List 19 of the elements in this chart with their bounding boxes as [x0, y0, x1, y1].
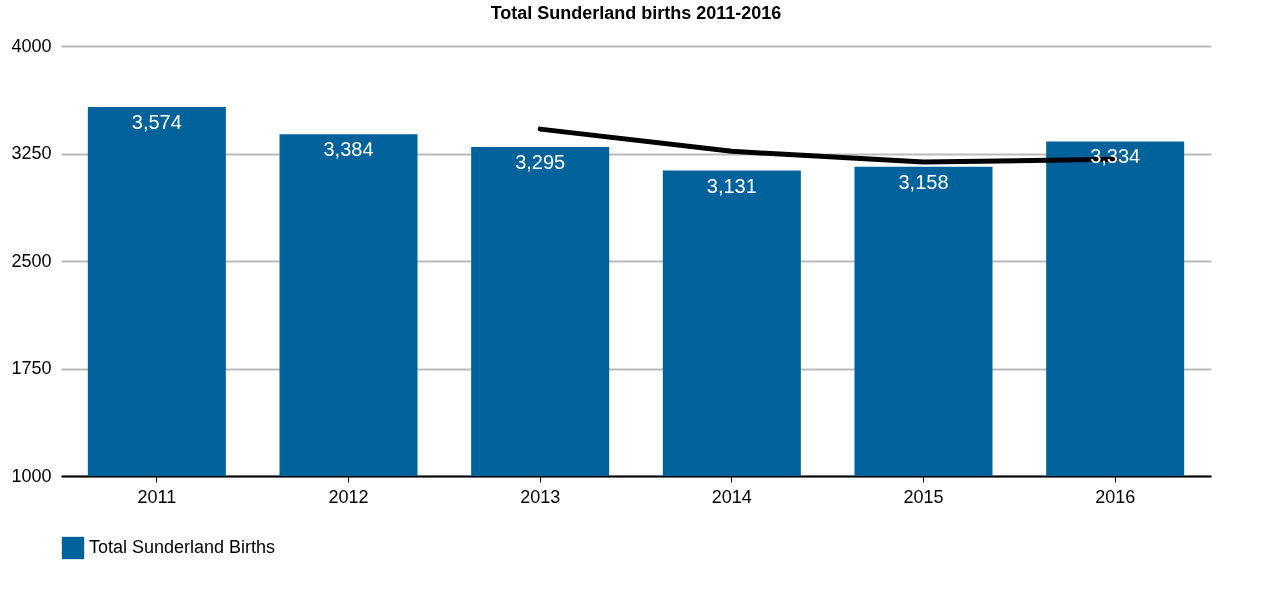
x-tick-label: 2014	[711, 486, 752, 507]
chart-title: Total Sunderland births 2011-2016	[490, 3, 782, 23]
data-label: 3,158	[898, 170, 949, 193]
y-tick-label: 1000	[11, 465, 52, 486]
x-tick-label: 2012	[328, 486, 369, 507]
data-label: 3,295	[515, 151, 566, 174]
data-label: 3,384	[323, 138, 374, 161]
x-tick-label: 2015	[903, 486, 944, 507]
data-label: 3,131	[706, 174, 757, 197]
x-tick-label: 2013	[520, 486, 561, 507]
legend-label: Total Sunderland Births	[89, 537, 276, 557]
y-tick-label: 3250	[11, 143, 52, 163]
x-tick-label: 2016	[1095, 486, 1136, 507]
data-label: 3,574	[131, 111, 182, 134]
data-label: 3,334	[1090, 145, 1141, 168]
y-tick-label: 2500	[11, 250, 52, 271]
y-tick-label: 1750	[11, 358, 52, 378]
x-tick-label: 2011	[137, 486, 177, 507]
y-tick-label: 4000	[11, 35, 52, 56]
